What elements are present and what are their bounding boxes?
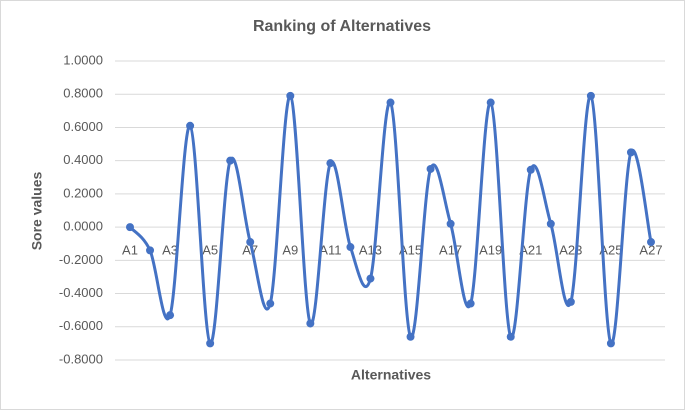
chart-title: Ranking of Alternatives xyxy=(253,18,431,35)
data-point xyxy=(226,156,235,165)
x-tick-label: A9 xyxy=(282,243,298,258)
data-point xyxy=(266,299,275,308)
data-point xyxy=(146,246,155,255)
y-tick-label: 0.4000 xyxy=(63,152,103,167)
data-point xyxy=(126,223,134,232)
data-point xyxy=(486,98,495,107)
data-point xyxy=(546,219,555,228)
data-point xyxy=(426,164,435,173)
x-tick-label: A3 xyxy=(162,243,178,258)
x-tick-label: A1 xyxy=(122,243,138,258)
y-tick-label: -0.8000 xyxy=(59,351,103,366)
data-point xyxy=(406,332,415,341)
x-tick-label: A19 xyxy=(479,243,502,258)
y-tick-label: 0.8000 xyxy=(63,86,103,101)
data-point xyxy=(246,238,255,247)
y-tick-label: -0.4000 xyxy=(59,285,103,300)
x-tick-label: A13 xyxy=(359,243,382,258)
x-tick-label: A25 xyxy=(599,243,622,258)
x-axis-title: Alternatives xyxy=(351,367,431,383)
y-tick-label: 0.0000 xyxy=(63,219,103,234)
data-point xyxy=(206,339,215,348)
x-tick-label: A23 xyxy=(559,243,582,258)
data-point xyxy=(366,274,375,283)
data-point xyxy=(446,219,455,228)
x-tick-label: A11 xyxy=(319,243,341,258)
data-point xyxy=(466,299,475,308)
data-point xyxy=(606,339,615,348)
y-tick-label: 1.0000 xyxy=(63,52,103,67)
data-point xyxy=(626,148,635,157)
x-tick-label: A15 xyxy=(399,243,422,258)
x-tick-label: A5 xyxy=(202,243,218,258)
data-point xyxy=(346,243,355,252)
data-point xyxy=(326,159,335,168)
data-point xyxy=(306,319,315,328)
x-tick-label: A27 xyxy=(639,243,662,258)
data-point xyxy=(647,238,655,247)
y-tick-label: 0.6000 xyxy=(63,119,103,134)
y-axis-title: Sore values xyxy=(29,171,45,250)
y-tick-label: 0.2000 xyxy=(63,185,103,200)
data-point xyxy=(526,165,535,174)
data-point xyxy=(506,332,515,341)
x-tick-label: A17 xyxy=(439,243,462,258)
y-tick-label: -0.6000 xyxy=(59,318,103,333)
data-point xyxy=(586,91,595,100)
data-point xyxy=(186,121,195,130)
data-point xyxy=(566,297,575,306)
data-point xyxy=(286,91,295,100)
y-tick-label: -0.2000 xyxy=(59,252,103,267)
x-tick-label: A21 xyxy=(519,243,542,258)
data-point xyxy=(166,311,175,320)
data-point xyxy=(386,98,395,107)
